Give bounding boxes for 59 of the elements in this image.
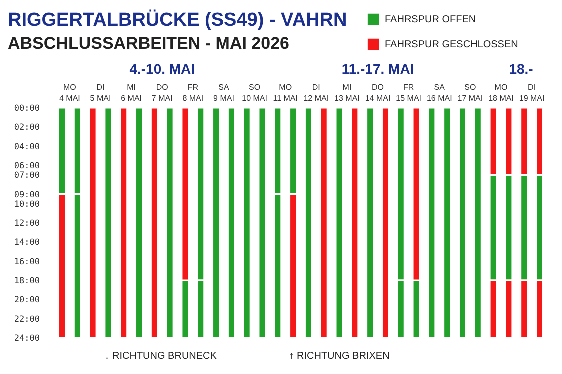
text: ↑ RICHTUNG BRIXEN <box>289 351 390 362</box>
bar <box>381 107 390 339</box>
y-tick-label: 02:00 <box>14 123 40 134</box>
chart-title: RIGGERTALBRÜCKE (SS49) - VAHRN <box>8 9 348 31</box>
x-tick-label: MO 4 MAI <box>59 83 80 103</box>
bar <box>166 107 174 339</box>
bar <box>474 107 482 339</box>
bar <box>258 107 267 339</box>
text: 11.-17. MAI <box>342 61 414 77</box>
bar <box>458 107 467 339</box>
x-tick-label: DI 19 MAI <box>519 83 545 103</box>
bar <box>366 107 375 339</box>
bar <box>150 107 159 339</box>
x-tick-label: FR 15 MAI <box>396 83 422 103</box>
y-tick-label: 20:00 <box>14 296 40 306</box>
y-tick-label: 24:00 <box>14 334 40 344</box>
legend-label: FAHRSPUR GESCHLOSSEN <box>385 40 518 50</box>
x-tick-label: DO 7 MAI <box>152 83 173 103</box>
x-tick-label: SA 16 MAI <box>426 83 452 103</box>
bar <box>443 107 452 339</box>
y-tick-label: 04:00 <box>14 142 40 152</box>
y-tick-label: 00:00 <box>14 104 40 114</box>
x-tick-label: MI 13 MAI <box>334 83 360 103</box>
y-tick-label: 16:00 <box>14 257 40 268</box>
y-tick-label: 14:00 <box>14 238 40 248</box>
x-tick-label: SO 10 MAI <box>242 83 268 103</box>
bar <box>335 107 344 339</box>
y-tick-label: 06:00 <box>14 162 40 172</box>
y-tick-label: 09:00 <box>14 190 40 200</box>
bar <box>350 107 360 339</box>
legend-label: FAHRSPUR OFFEN <box>385 14 476 26</box>
bar <box>104 107 113 339</box>
y-tick-label: 07:00 <box>14 171 40 182</box>
bar <box>304 107 313 339</box>
x-tick-label: DI 12 MAI <box>304 83 330 103</box>
bar <box>320 107 328 339</box>
text: 4.-10. MAI <box>130 61 196 77</box>
x-tick-label: FR 8 MAI <box>182 83 204 103</box>
bar <box>242 107 252 339</box>
bar <box>428 107 436 339</box>
y-tick-label: 18:00 <box>14 276 40 286</box>
y-tick-label: 10:00 <box>14 200 40 210</box>
bar <box>135 107 144 339</box>
y-tick-label: 12:00 <box>14 219 40 229</box>
chart-subtitle: ABSCHLUSSARBEITEN - MAI 2026 <box>8 34 290 53</box>
bar <box>88 107 98 339</box>
x-tick-label: MO 11 MAI <box>273 83 298 103</box>
x-tick-label: DI 5 MAI <box>90 83 112 103</box>
bar <box>212 107 221 339</box>
bar <box>120 107 128 339</box>
bar <box>227 107 236 339</box>
x-tick-label: MO 18 MAI <box>488 83 514 103</box>
x-tick-label: SO 17 MAI <box>458 83 484 103</box>
y-tick-label: 22:00 <box>14 314 40 325</box>
text: ↓ RICHTUNG BRUNECK <box>104 351 218 362</box>
x-tick-label: DO 14 MAI <box>365 83 391 103</box>
x-tick-label: SA 9 MAI <box>214 83 234 103</box>
text: 18.- <box>509 61 534 77</box>
x-tick-label: MI 6 MAI <box>121 83 142 103</box>
